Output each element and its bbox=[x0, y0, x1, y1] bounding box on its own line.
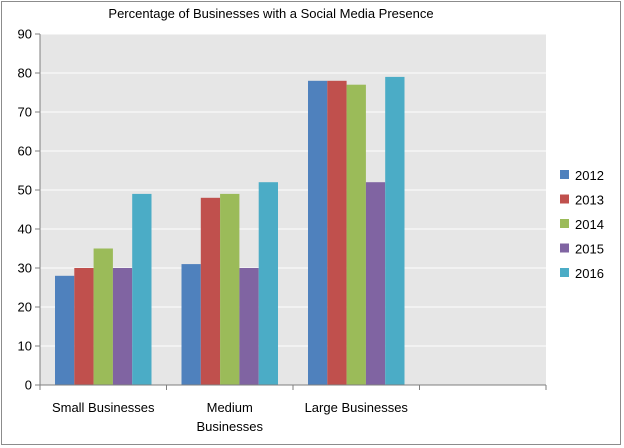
bars bbox=[55, 76, 405, 386]
bar-2012 bbox=[308, 80, 328, 386]
legend-swatch-2014 bbox=[560, 219, 569, 228]
axes bbox=[39, 34, 547, 390]
bar-2014 bbox=[220, 193, 240, 385]
x-category-label: Businesses bbox=[197, 419, 264, 434]
x-axis-categories: Small Businesses Medium Businesses Large Bu… bbox=[52, 400, 408, 434]
bar-2013 bbox=[200, 197, 221, 385]
y-tick-label: 10 bbox=[18, 339, 32, 354]
y-tick-label: 60 bbox=[18, 144, 32, 159]
bar-2016 bbox=[132, 193, 152, 385]
y-tick-label: 30 bbox=[18, 261, 32, 276]
bar-2012 bbox=[55, 275, 75, 385]
legend-label-2015: 2015 bbox=[575, 242, 604, 257]
y-tick-label: 70 bbox=[18, 105, 32, 120]
legend: 2012 2013 2014 2015 2016 bbox=[560, 168, 604, 281]
y-tick-label: 0 bbox=[25, 378, 32, 393]
x-category-label: Medium bbox=[207, 400, 253, 415]
legend-swatch-2012 bbox=[560, 170, 569, 179]
bar-2013 bbox=[74, 268, 94, 385]
x-category-label: Large Businesses bbox=[305, 400, 409, 415]
bar-2016 bbox=[385, 76, 405, 386]
legend-label-2014: 2014 bbox=[575, 217, 604, 232]
bar-2015 bbox=[112, 268, 133, 385]
bar-2014 bbox=[346, 84, 366, 385]
y-tick-label: 80 bbox=[18, 66, 32, 81]
y-tick-label: 40 bbox=[18, 222, 32, 237]
y-tick-label: 90 bbox=[18, 27, 32, 42]
bar-2012 bbox=[181, 264, 201, 385]
bar-2016 bbox=[258, 182, 278, 385]
legend-label-2016: 2016 bbox=[575, 266, 604, 281]
gridlines bbox=[40, 33, 546, 386]
bar-2013 bbox=[327, 80, 347, 386]
legend-swatch-2016 bbox=[560, 268, 569, 277]
legend-swatch-2015 bbox=[560, 243, 569, 253]
x-category-label: Small Businesses bbox=[52, 400, 155, 415]
y-axis-ticks: 0 10 20 30 40 50 60 70 80 90 bbox=[18, 27, 40, 393]
y-tick-label: 50 bbox=[18, 183, 32, 198]
chart-title: Percentage of Businesses with a Social M… bbox=[108, 6, 433, 21]
bar-2015 bbox=[365, 182, 386, 385]
legend-swatch-2013 bbox=[560, 194, 569, 204]
y-tick-label: 20 bbox=[18, 300, 32, 315]
bar-2014 bbox=[93, 248, 113, 385]
legend-label-2013: 2013 bbox=[575, 193, 604, 208]
bar-2015 bbox=[239, 268, 259, 385]
legend-label-2012: 2012 bbox=[575, 168, 604, 183]
